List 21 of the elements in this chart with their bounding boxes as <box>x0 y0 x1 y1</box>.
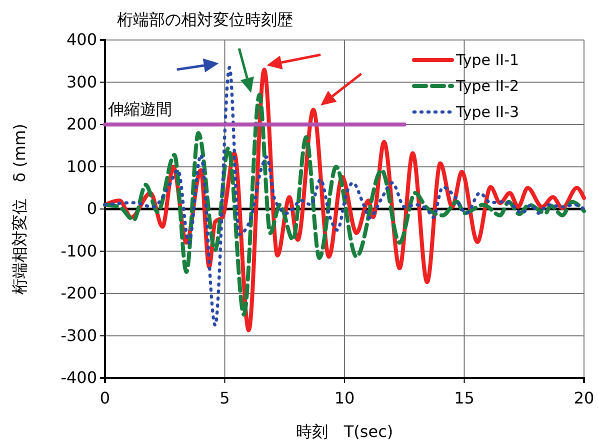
legend-label: Type II-1 <box>455 51 520 69</box>
x-tick-label: 15 <box>454 388 474 408</box>
y-tick-label: 400 <box>66 30 97 50</box>
y-axis-title: 桁端相対変位 δ (mm) <box>10 124 29 294</box>
y-tick-label: 200 <box>66 114 97 134</box>
x-tick-label: 20 <box>574 388 594 408</box>
x-tick-label: 0 <box>100 388 110 408</box>
y-tick-label: 100 <box>66 156 97 176</box>
y-tick-label: -300 <box>60 326 97 345</box>
chart-title: 桁端部の相対変位時刻歴 <box>117 10 293 29</box>
y-tick-label: 0 <box>86 199 97 218</box>
legend-label: Type II-2 <box>455 77 520 95</box>
y-tick-label: -100 <box>60 241 97 260</box>
x-tick-label: 5 <box>220 388 230 408</box>
y-tick-label: -200 <box>60 284 97 303</box>
x-tick-label: 10 <box>334 388 355 408</box>
legend-label: Type II-3 <box>455 103 520 121</box>
x-axis-title: 時刻 T(sec) <box>296 422 394 441</box>
y-tick-label: -400 <box>60 368 97 388</box>
annotation: 伸縮遊間 <box>107 100 172 118</box>
y-tick-label: 300 <box>66 72 97 92</box>
